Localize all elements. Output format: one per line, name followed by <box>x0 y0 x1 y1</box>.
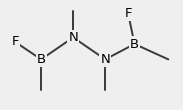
Text: F: F <box>11 35 19 48</box>
Text: B: B <box>130 38 139 50</box>
Text: F: F <box>124 7 132 20</box>
Text: B: B <box>37 53 46 66</box>
Text: N: N <box>100 53 110 66</box>
Text: N: N <box>68 31 78 44</box>
